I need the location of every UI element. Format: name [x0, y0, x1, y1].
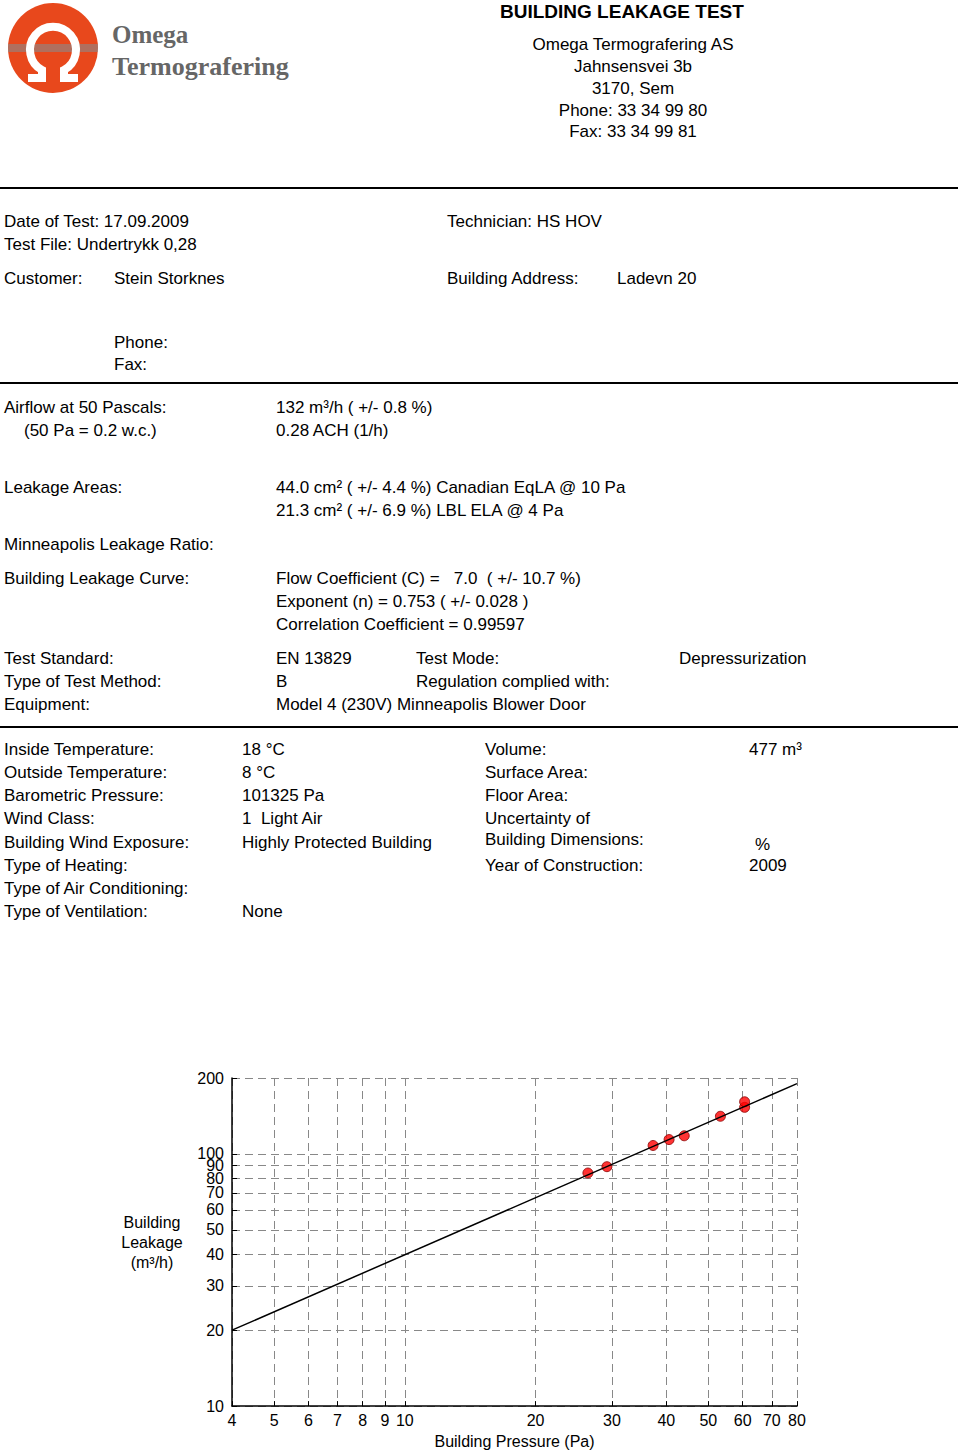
svg-text:30: 30	[206, 1277, 224, 1294]
html-text:B: B	[276, 672, 288, 691]
html-text:Correlation Coefficient = 0.99: Correlation Coefficient = 0.99597	[276, 615, 525, 634]
html-text:Date of Test: 17.09.2009: Date of Test: 17.09.2009	[4, 212, 189, 231]
html-text:Airflow at 50 Pascals:: Airflow at 50 Pascals:	[4, 398, 167, 417]
html-text:Test File: Undertrykk 0,28: Test File: Undertrykk 0,28	[4, 235, 197, 254]
svg-text:Building: Building	[124, 1214, 181, 1231]
svg-text:70: 70	[763, 1412, 781, 1429]
html-text:Omega Termografering AS: Omega Termografering AS	[532, 35, 734, 54]
svg-text:90: 90	[206, 1157, 224, 1174]
html-text:Building Wind Exposure:: Building Wind Exposure:	[4, 833, 190, 852]
svg-text:60: 60	[206, 1201, 224, 1218]
html-text:1 Light Air: 1 Light Air	[242, 809, 323, 828]
html-text:Building Dimensions:: Building Dimensions:	[485, 830, 644, 849]
html-text:Model 4 (230V) Minneapolis Blo: Model 4 (230V) Minneapolis Blower Door	[276, 695, 586, 714]
svg-text:80: 80	[788, 1412, 806, 1429]
svg-text:(m³/h): (m³/h)	[131, 1254, 174, 1271]
svg-text:8: 8	[358, 1412, 367, 1429]
svg-text:30: 30	[603, 1412, 621, 1429]
html-text:8 °C: 8 °C	[242, 763, 276, 782]
html-text:44.0 cm² ( +/- 4.4 %) Canadian: 44.0 cm² ( +/- 4.4 %) Canadian EqLA @ 10…	[276, 478, 626, 497]
html-text:(50 Pa = 0.2 w.c.): (50 Pa = 0.2 w.c.)	[24, 421, 157, 440]
html-text:Minneapolis Leakage Ratio:: Minneapolis Leakage Ratio:	[4, 535, 214, 554]
svg-text:20: 20	[527, 1412, 545, 1429]
svg-text:Building Pressure (Pa): Building Pressure (Pa)	[434, 1433, 594, 1450]
html-text:Ladevn 20: Ladevn 20	[617, 269, 697, 288]
svg-text:20: 20	[206, 1322, 224, 1339]
svg-text:200: 200	[197, 1070, 224, 1087]
svg-text:40: 40	[206, 1246, 224, 1263]
html-text:Stein Storknes: Stein Storknes	[114, 269, 225, 288]
svg-text:60: 60	[734, 1412, 752, 1429]
html-text:Test Mode:: Test Mode:	[416, 649, 500, 668]
html-text:Year of Construction:: Year of Construction:	[485, 856, 644, 875]
html-text:Jahnsensvei 3b: Jahnsensvei 3b	[573, 57, 693, 76]
html-text:Uncertainty of: Uncertainty of	[485, 809, 590, 828]
html-text:Type of Air Conditioning:: Type of Air Conditioning:	[4, 879, 189, 898]
svg-text:5: 5	[270, 1412, 279, 1429]
html-text:101325 Pa: 101325 Pa	[242, 786, 325, 805]
svg-text:10: 10	[396, 1412, 414, 1429]
svg-text:100: 100	[197, 1145, 224, 1162]
svg-text:6: 6	[304, 1412, 313, 1429]
html-text:Technician: HS HOV: Technician: HS HOV	[447, 212, 602, 231]
svg-text:40: 40	[657, 1412, 675, 1429]
svg-text:9: 9	[380, 1412, 389, 1429]
html-text:Surface Area:: Surface Area:	[485, 763, 588, 782]
html-text:Wind Class:: Wind Class:	[4, 809, 95, 828]
html-text:Leakage Areas:: Leakage Areas:	[4, 478, 123, 497]
html-text:Regulation complied with:: Regulation complied with:	[416, 672, 610, 691]
html-text:Flow Coefficient (C) = 7.0 ( +: Flow Coefficient (C) = 7.0 ( +/- 10.7 %)	[276, 569, 581, 588]
html-text:3170, Sem: 3170, Sem	[591, 79, 675, 98]
html-text:BUILDING LEAKAGE TEST: BUILDING LEAKAGE TEST	[500, 1, 744, 22]
svg-text:7: 7	[333, 1412, 342, 1429]
html-text:477 m³: 477 m³	[749, 740, 802, 759]
html-text:Building Leakage Curve:: Building Leakage Curve:	[4, 569, 190, 588]
html-text:Test Standard:: Test Standard:	[4, 649, 114, 668]
html-text:0.28 ACH (1/h): 0.28 ACH (1/h)	[276, 421, 389, 440]
html-text:Outside Temperature:: Outside Temperature:	[4, 763, 168, 782]
html-text:21.3 cm² ( +/- 6.9 %) LBL ELA: 21.3 cm² ( +/- 6.9 %) LBL ELA @ 4 Pa	[276, 501, 564, 520]
html-text:Depressurization: Depressurization	[679, 649, 807, 668]
svg-text:10: 10	[206, 1398, 224, 1415]
html-text:Exponent (n) = 0.753 ( +/- 0.0: Exponent (n) = 0.753 ( +/- 0.028 )	[276, 592, 529, 611]
html-text:2009: 2009	[749, 856, 787, 875]
svg-text:70: 70	[206, 1184, 224, 1201]
html-text:Type of Test Method:: Type of Test Method:	[4, 672, 162, 691]
html-text:Fax:: Fax:	[114, 355, 148, 374]
html-text:Fax: 33 34 99 81: Fax: 33 34 99 81	[569, 122, 697, 141]
html-text:Barometric Pressure:: Barometric Pressure:	[4, 786, 164, 805]
html-text:Termografering: Termografering	[112, 52, 289, 81]
svg-text:50: 50	[206, 1221, 224, 1238]
html-text:18 °C: 18 °C	[242, 740, 285, 759]
html-text:Type of Heating:: Type of Heating:	[4, 856, 128, 875]
html-text:EN 13829: EN 13829	[276, 649, 352, 668]
html-text:Customer:: Customer:	[4, 269, 83, 288]
html-text:Phone:: Phone:	[114, 333, 168, 352]
svg-text:80: 80	[206, 1169, 224, 1187]
html-text:Omega: Omega	[112, 21, 189, 48]
svg-text:Leakage: Leakage	[121, 1234, 182, 1251]
html-text:Highly Protected Building: Highly Protected Building	[242, 833, 432, 852]
html-text:132 m³/h ( +/- 0.8 %): 132 m³/h ( +/- 0.8 %)	[276, 398, 433, 417]
html-text:Phone: 33 34 99 80: Phone: 33 34 99 80	[558, 101, 708, 120]
html-text:Equipment:: Equipment:	[4, 695, 90, 714]
svg-text:4: 4	[228, 1412, 237, 1429]
html-text:Building Address:: Building Address:	[447, 269, 579, 288]
html-text:Floor Area:: Floor Area:	[485, 786, 569, 805]
html-text:Inside Temperature:: Inside Temperature:	[4, 740, 154, 759]
html-text:Type of Ventilation:: Type of Ventilation:	[4, 902, 148, 921]
html-text:Volume:: Volume:	[485, 740, 547, 759]
html-text:None: None	[242, 902, 283, 921]
svg-text:50: 50	[699, 1412, 717, 1429]
